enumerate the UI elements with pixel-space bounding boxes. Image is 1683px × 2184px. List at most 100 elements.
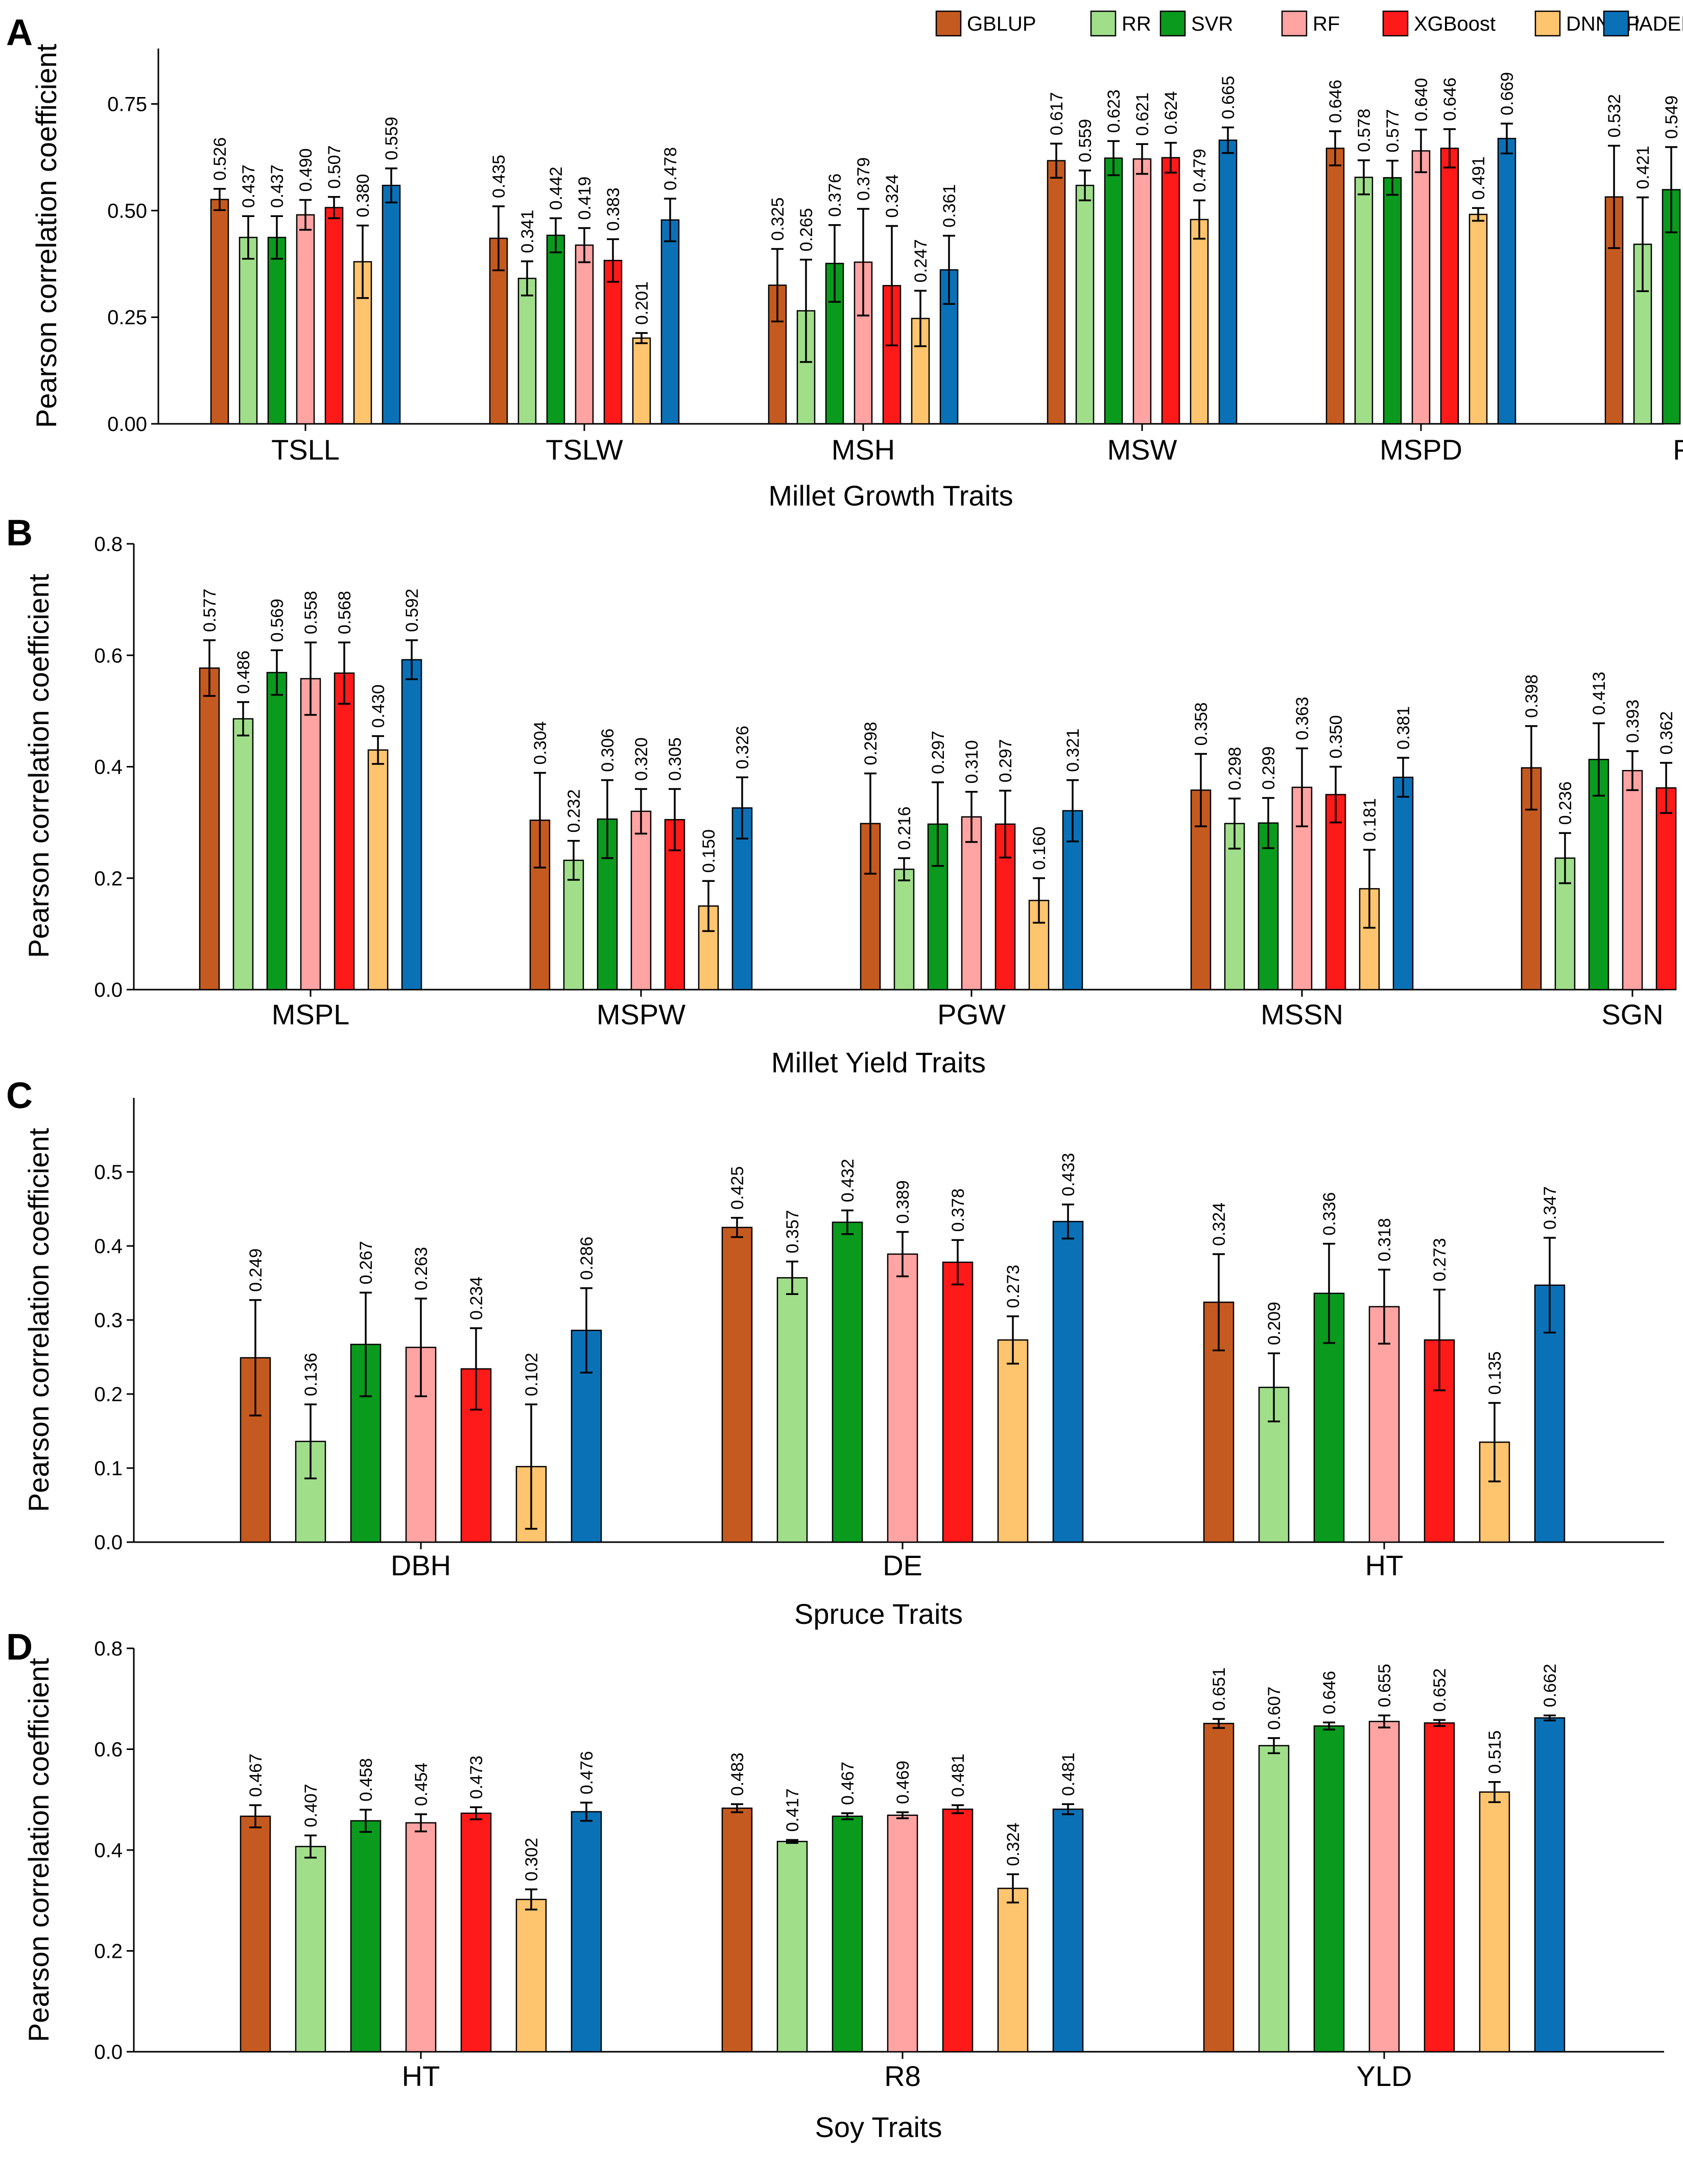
category-label-mssn: MSSN	[1261, 998, 1343, 1030]
category-label-tsll: TSLL	[271, 434, 340, 466]
bar-yld-svr	[1313, 1725, 1345, 2053]
bar-mspl-rf	[300, 678, 321, 991]
y-tick-label: 0.5	[94, 1161, 123, 1184]
value-label-mspl-rf: 0.558	[301, 591, 321, 634]
y-tick-label: 0.8	[94, 533, 123, 556]
y-tick-label: 0.2	[94, 1383, 123, 1406]
value-label-dbh-rf: 0.263	[412, 1247, 431, 1290]
bar-yld-rr	[1258, 1745, 1290, 2053]
legend: GBLUPRRSVRRFXGBoostDNNGPiADEP	[935, 10, 1683, 37]
bar-tslw-rr	[517, 277, 537, 425]
value-label-tslw-rf: 0.419	[575, 177, 595, 220]
bar-mspd-rr	[1354, 176, 1373, 425]
value-label-yld-rr: 0.607	[1265, 1687, 1284, 1730]
value-label-mspd-rf: 0.640	[1412, 78, 1431, 122]
bar-mspd-gblup	[1325, 148, 1345, 425]
value-label-yld-rf: 0.655	[1375, 1664, 1394, 1707]
bar-de-gblup	[721, 1227, 753, 1543]
value-label-tsll-iadep: 0.559	[382, 117, 401, 160]
legend-label-rf: RF	[1313, 13, 1340, 35]
value-label-msh-iadep: 0.361	[940, 184, 959, 228]
value-label-r8-rr: 0.417	[783, 1788, 802, 1832]
legend-label-gblup: GBLUP	[967, 13, 1036, 35]
value-label-ht-rr: 0.209	[1265, 1302, 1284, 1345]
value-label-dbh-xgboost: 0.234	[467, 1277, 486, 1320]
value-label-fnl-rr: 0.421	[1633, 146, 1653, 189]
value-label-mspd-xgboost: 0.646	[1440, 78, 1460, 121]
y-tick-label: 0.0	[94, 1531, 123, 1554]
bar-yld-xgboost	[1424, 1722, 1455, 2053]
bar-mspd-svr	[1383, 177, 1402, 425]
value-label-pgw-gblup: 0.298	[861, 722, 881, 765]
legend-label-iadep: iADEP	[1634, 13, 1683, 35]
panel-letter: C	[6, 1075, 33, 1116]
bar-ht-dnngp	[515, 1899, 547, 2053]
value-label-pgw-xgboost: 0.297	[996, 739, 1015, 782]
value-label-tslw-dnngp: 0.201	[632, 281, 652, 325]
bar-de-dnngp	[997, 1339, 1029, 1543]
panel-c: C 0.0 0.1 0.2 0.3 0.4 0.5 Pearson correlation c…	[6, 1075, 1664, 1630]
bar-ht-svr	[350, 1820, 382, 2053]
category-label-de: DE	[883, 1549, 922, 1581]
bar-sgn-xgboost	[1655, 787, 1677, 991]
value-label-pgw-rr: 0.216	[895, 806, 914, 850]
value-label-mspw-gblup: 0.304	[531, 721, 550, 764]
y-axis-title: Pearson correlation coefficient	[22, 573, 55, 958]
panel-a: A 0.00 0.25 0.50 0.75 Pearson correlation coe…	[6, 12, 1683, 512]
legend-item-xgboost: XGBoost	[1382, 10, 1496, 37]
bar-msw-rf	[1132, 158, 1152, 425]
bar-tsll-iadep	[382, 184, 401, 425]
value-label-tsll-rf: 0.490	[296, 148, 316, 191]
bar-r8-svr	[832, 1815, 863, 2053]
bar-r8-iadep	[1052, 1808, 1084, 2053]
value-label-mspw-dnngp: 0.150	[699, 829, 719, 873]
panel-letter: A	[6, 12, 33, 53]
panel-letter: D	[6, 1627, 33, 1668]
value-label-ht-rf: 0.318	[1375, 1218, 1394, 1261]
category-label-ht: HT	[402, 2060, 440, 2092]
bar-pgw-rr	[893, 869, 915, 991]
legend-item-svr: SVR	[1159, 10, 1233, 37]
value-label-mspd-gblup: 0.646	[1326, 80, 1345, 123]
value-label-msh-svr: 0.376	[825, 174, 845, 217]
y-tick-label: 0.25	[107, 306, 147, 329]
bar-ht-dnngp	[1479, 1442, 1510, 1543]
value-label-msw-rr: 0.559	[1076, 119, 1095, 162]
value-label-msh-xgboost: 0.324	[883, 174, 902, 218]
y-tick-label: 0.1	[94, 1457, 123, 1480]
value-label-mssn-xgboost: 0.350	[1326, 715, 1346, 758]
value-label-de-rr: 0.357	[783, 1210, 802, 1253]
bar-yld-rf	[1368, 1720, 1400, 2053]
y-tick-label: 0.8	[94, 1638, 123, 1660]
bar-tsll-rf	[296, 214, 315, 425]
value-label-tslw-xgboost: 0.383	[604, 187, 623, 231]
bar-msw-svr	[1104, 157, 1123, 425]
value-label-mspd-iadep: 0.669	[1498, 72, 1517, 115]
bar-mspl-dnngp	[367, 749, 389, 991]
category-label-fnl: FNL	[1673, 434, 1683, 466]
value-label-yld-svr: 0.646	[1320, 1671, 1339, 1714]
category-label-dbh: DBH	[391, 1549, 451, 1581]
value-label-ht-svr: 0.336	[1320, 1192, 1339, 1236]
y-tick-label: 0.75	[107, 93, 147, 116]
panel-letter: B	[6, 513, 33, 554]
bar-mspd-dnngp	[1468, 213, 1488, 425]
value-label-sgn-gblup: 0.398	[1522, 675, 1542, 718]
value-label-mspd-dnngp: 0.491	[1469, 156, 1488, 200]
legend-label-svr: SVR	[1191, 13, 1233, 35]
value-label-mssn-gblup: 0.358	[1192, 702, 1211, 746]
value-label-yld-iadep: 0.662	[1540, 1664, 1560, 1707]
panels: A 0.00 0.25 0.50 0.75 Pearson correlation coe…	[6, 12, 1683, 2143]
bar-mspw-rf	[630, 810, 652, 991]
value-label-msh-dnngp: 0.247	[911, 239, 931, 282]
value-label-msw-svr: 0.623	[1104, 89, 1124, 133]
value-label-de-dnngp: 0.273	[1004, 1265, 1023, 1308]
category-label-msw: MSW	[1107, 434, 1177, 466]
value-label-ht-dnngp: 0.302	[522, 1838, 541, 1881]
legend-item-gblup: GBLUP	[935, 10, 1036, 37]
bar-sgn-rf	[1622, 770, 1643, 991]
bar-mssn-rr	[1224, 823, 1245, 991]
value-label-ht-iadep: 0.476	[577, 1751, 597, 1794]
value-label-msw-gblup: 0.617	[1047, 92, 1066, 135]
